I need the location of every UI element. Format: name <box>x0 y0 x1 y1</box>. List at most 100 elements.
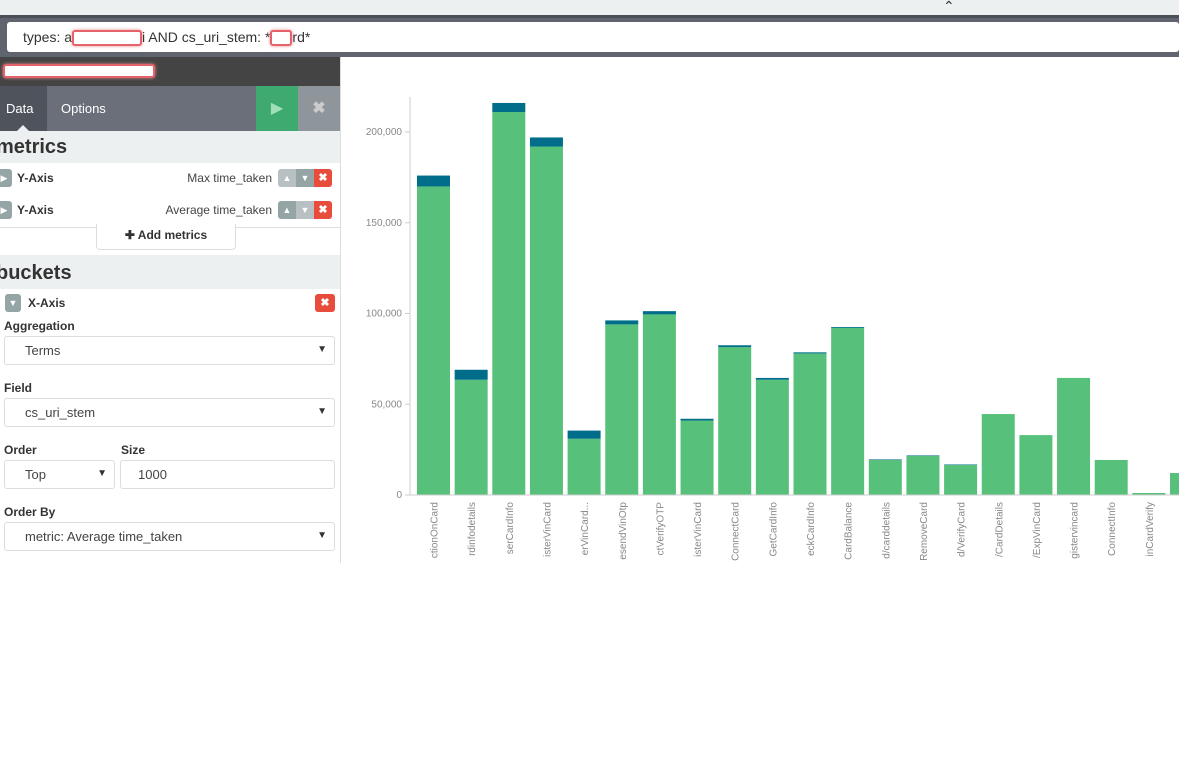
caret-up-icon[interactable]: ⌃ <box>943 0 955 14</box>
add-metrics-label: Add metrics <box>137 228 208 242</box>
bar-segment-blue[interactable] <box>755 377 789 380</box>
discard-button[interactable]: ✖ <box>298 86 340 131</box>
bar-segment-blue[interactable] <box>605 320 639 325</box>
vis-title <box>0 57 340 86</box>
move-up-button[interactable]: ▲ <box>278 201 296 219</box>
x-tick-label: d/carddetails <box>881 502 892 559</box>
aggregation-label: Aggregation <box>4 319 75 333</box>
bar-segment-green[interactable] <box>944 465 978 495</box>
plus-icon: ✚ <box>124 228 135 242</box>
bar-segment-green[interactable] <box>1094 459 1128 495</box>
bar-segment-green[interactable] <box>605 324 639 495</box>
x-tick-label: isterVinCard <box>542 502 553 557</box>
add-metrics-button[interactable]: ✚ Add metrics <box>96 224 236 250</box>
x-axis: ctionOnCard rdinfodetails serCardInfo ister… <box>410 494 1179 561</box>
bar-segment-green[interactable] <box>868 459 902 495</box>
bar-segment-green[interactable] <box>1057 377 1091 495</box>
field-select[interactable]: cs_uri_stem ▼ <box>4 398 335 427</box>
bucket-label: X-Axis <box>28 296 66 310</box>
move-down-button[interactable]: ▼ <box>296 169 314 187</box>
metric-row: ▶ Y-Axis Average time_taken ▲ ▼ ✖ <box>0 195 340 227</box>
bar-segment-blue[interactable] <box>454 369 488 380</box>
redaction <box>270 30 293 47</box>
y-tick-label: 200,000 <box>366 127 403 138</box>
bar-segment-green[interactable] <box>567 438 601 495</box>
order-by-label: Order By <box>4 505 56 519</box>
move-down-button[interactable]: ▼ <box>296 201 314 219</box>
bar-segment-green[interactable] <box>906 455 940 495</box>
x-tick-label: esendVinOtp <box>618 502 629 560</box>
bar-segment-green[interactable] <box>529 146 563 495</box>
bar-segment-green[interactable] <box>680 420 714 495</box>
aggregation-select[interactable]: Terms ▼ <box>4 336 335 365</box>
caret-right-icon[interactable]: ▶ <box>0 169 12 187</box>
y-axis: 0 50,000 100,000 150,000 200,000 <box>366 97 411 501</box>
bar-segment-green[interactable] <box>642 314 676 495</box>
order-select[interactable]: Top ▼ <box>4 460 115 489</box>
query-middle: i AND cs_uri_stem: * <box>142 29 271 45</box>
caret-down-icon[interactable]: ▼ <box>5 294 21 312</box>
query-bar: types: a i AND cs_uri_stem: * rd* <box>0 15 1179 57</box>
bar-segment-green[interactable] <box>417 186 450 495</box>
field-value: cs_uri_stem <box>25 405 96 420</box>
bar-segment-green[interactable] <box>1019 435 1053 495</box>
bar-segment-green[interactable] <box>755 379 789 495</box>
y-tick-label: 50,000 <box>371 399 402 410</box>
query-prefix: types: a <box>23 29 73 45</box>
bar-segment-green[interactable] <box>793 353 827 495</box>
remove-bucket-button[interactable]: ✖ <box>315 294 335 312</box>
bar-segment-green[interactable] <box>718 347 752 495</box>
bar-segment-green[interactable] <box>454 379 488 495</box>
bar-segment-blue[interactable] <box>492 102 526 113</box>
bar-segment-blue[interactable] <box>868 459 902 460</box>
bar-segment-blue[interactable] <box>680 418 714 421</box>
x-tick-label: ConnectCard <box>731 502 742 561</box>
bar-segment-blue[interactable] <box>944 464 978 466</box>
caret-right-icon[interactable]: ▶ <box>0 201 12 219</box>
top-strip: ⌃ <box>0 0 1179 15</box>
tab-data[interactable]: Data <box>0 86 47 131</box>
bar-segment-blue[interactable] <box>417 175 450 187</box>
field-label: Field <box>4 381 33 395</box>
dropdown-arrow-icon: ▼ <box>317 344 327 355</box>
remove-metric-button[interactable]: ✖ <box>314 169 332 187</box>
metric-label: Y-Axis <box>17 171 54 185</box>
bar-segment-blue[interactable] <box>642 311 676 315</box>
aggregation-value: Terms <box>25 343 61 358</box>
bar-segment-green[interactable] <box>981 414 1015 495</box>
bar-segment-blue[interactable] <box>906 455 940 456</box>
bar-segment-green[interactable] <box>1170 473 1179 495</box>
bar-segment-blue[interactable] <box>793 352 827 354</box>
remove-metric-button[interactable]: ✖ <box>314 201 332 219</box>
tab-options[interactable]: Options <box>61 101 106 116</box>
y-tick-label: 100,000 <box>366 309 403 320</box>
order-by-value: metric: Average time_taken <box>25 529 183 544</box>
x-tick-label: /CardDetails <box>994 502 1005 557</box>
x-tick-label: isterVinCard <box>693 502 704 557</box>
x-tick-label: d/VerifyCard <box>957 502 968 557</box>
bar-segment-green[interactable] <box>492 112 526 495</box>
dropdown-arrow-icon: ▼ <box>97 468 107 479</box>
apply-button[interactable]: ▶ <box>256 86 298 131</box>
move-up-button[interactable]: ▲ <box>278 169 296 187</box>
order-by-select[interactable]: metric: Average time_taken ▼ <box>4 522 335 551</box>
bar-segment-blue[interactable] <box>831 327 865 329</box>
x-tick-label: erVinCard... <box>580 502 591 555</box>
bar-segment-blue[interactable] <box>529 137 563 147</box>
bar-segment-blue[interactable] <box>718 345 752 348</box>
tab-bar: Data Options ▶ ✖ <box>0 86 340 131</box>
bar-segment-green[interactable] <box>831 328 865 495</box>
bar-segment-green[interactable] <box>1132 493 1166 495</box>
editor-panel: Data Options ▶ ✖ metrics ▶ Y-Axis Max ti… <box>0 57 341 563</box>
metrics-heading: metrics <box>0 131 340 163</box>
query-input[interactable]: types: a i AND cs_uri_stem: * rd* <box>7 22 1179 52</box>
size-input[interactable]: 1000 <box>120 460 335 489</box>
x-tick-label: ctVerifyOTP <box>655 502 666 556</box>
close-icon: ✖ <box>312 100 326 117</box>
x-tick-label: ConnectInfo <box>1107 502 1118 556</box>
bar-segment-blue[interactable] <box>567 430 601 439</box>
metric-value: Max time_taken <box>187 171 272 185</box>
x-tick-label: eckCardInfo <box>806 502 817 556</box>
query-suffix: rd* <box>292 29 311 45</box>
size-label: Size <box>121 443 146 457</box>
